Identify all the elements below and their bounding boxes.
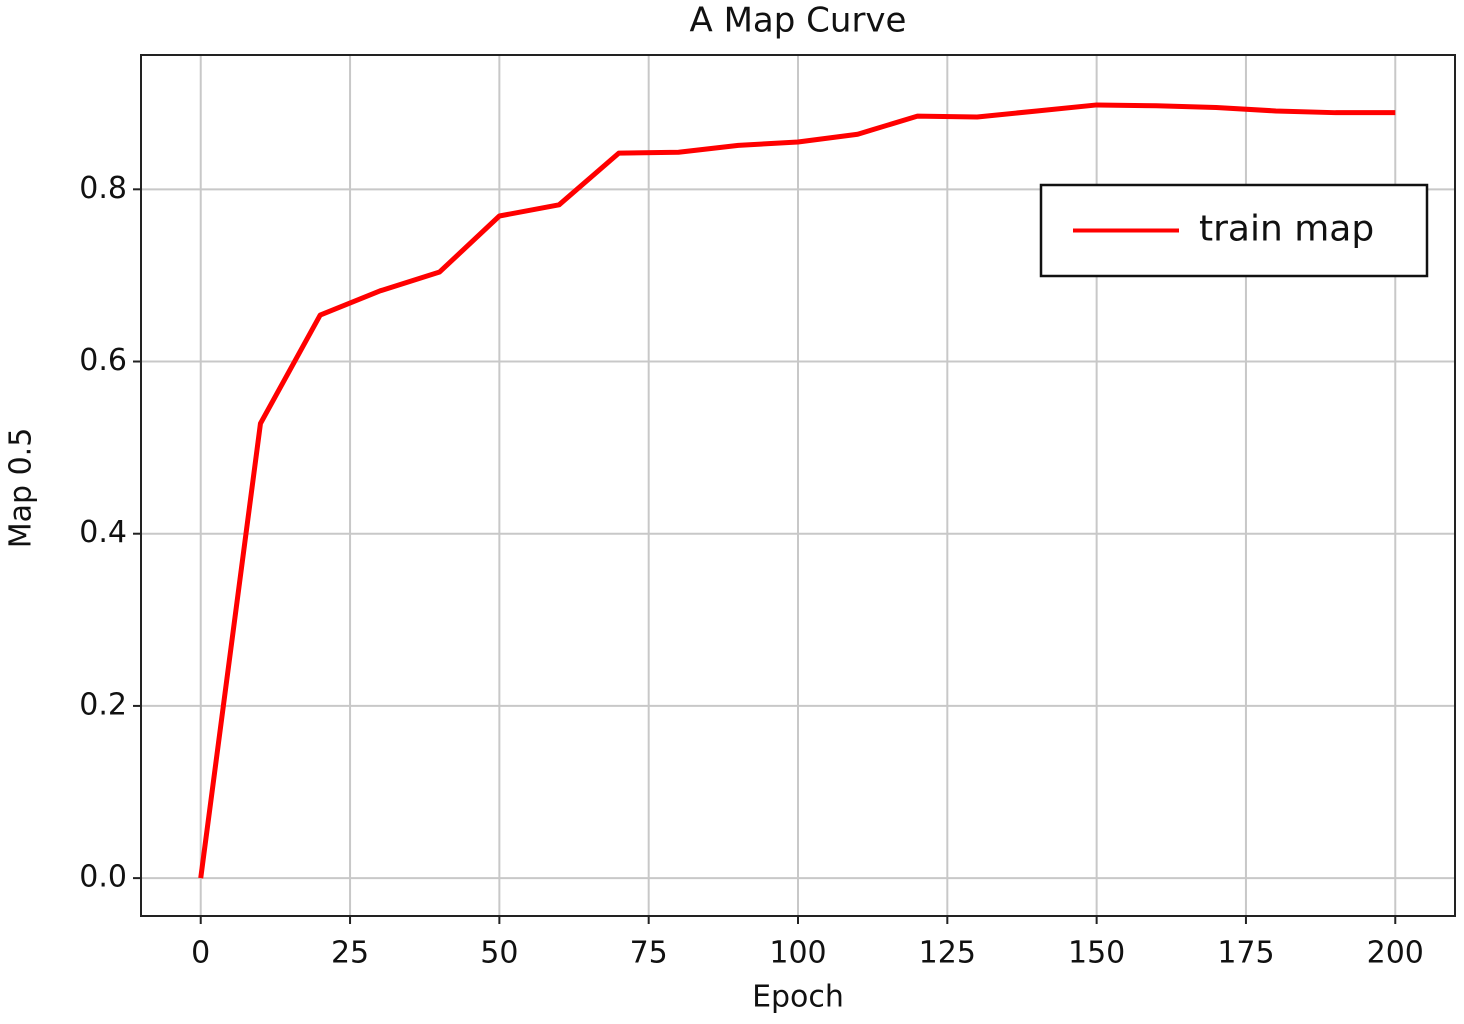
y-tick-label: 0.4 — [79, 515, 127, 550]
x-tick-label: 25 — [331, 936, 369, 971]
x-tick-label: 200 — [1367, 936, 1424, 971]
y-tick-label: 0.6 — [79, 343, 127, 378]
x-tick-label: 75 — [630, 936, 668, 971]
x-tick-label: 0 — [191, 936, 210, 971]
x-tick-label: 50 — [480, 936, 518, 971]
x-tick-label: 150 — [1068, 936, 1125, 971]
legend-label: train map — [1199, 209, 1374, 250]
y-tick-label: 0.0 — [79, 860, 127, 895]
plot-frame — [140, 54, 1456, 917]
x-tick-label: 125 — [919, 936, 976, 971]
y-axis-label: Map 0.5 — [4, 428, 39, 549]
data-line — [198, 102, 1396, 879]
y-tick-label: 0.2 — [79, 687, 127, 722]
x-tick-label: 175 — [1217, 936, 1274, 971]
y-tick-label: 0.8 — [79, 171, 127, 206]
chart-title: A Map Curve — [690, 1, 907, 41]
x-axis-label: Epoch — [752, 980, 844, 1015]
x-tick-label: 100 — [769, 936, 826, 971]
